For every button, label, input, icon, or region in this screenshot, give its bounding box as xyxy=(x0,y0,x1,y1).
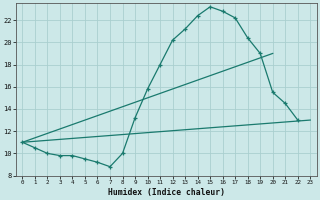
X-axis label: Humidex (Indice chaleur): Humidex (Indice chaleur) xyxy=(108,188,225,197)
